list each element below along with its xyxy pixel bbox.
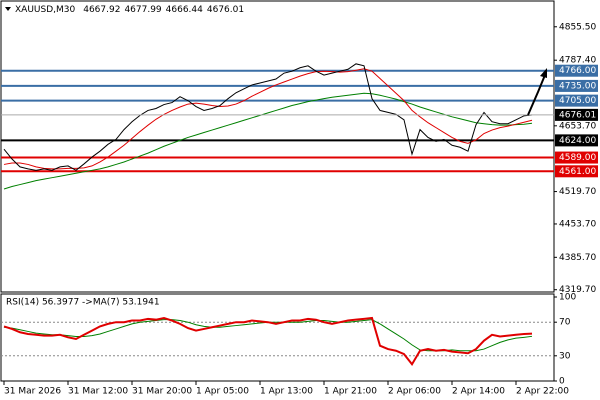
y-tick-label: 30 (559, 351, 571, 361)
y-tick-label: 4319.70 (559, 285, 596, 295)
x-tick-label: 1 Apr 21:00 (324, 387, 377, 397)
y-tick-label: 4519.70 (559, 187, 596, 197)
x-tick-label: 2 Apr 22:00 (516, 387, 569, 397)
x-tick-label: 2 Apr 06:00 (388, 387, 441, 397)
x-tick-label: 1 Apr 05:00 (196, 387, 249, 397)
y-tick-label: 70 (559, 318, 571, 328)
level-label: 4705.00 (559, 96, 596, 106)
plot: 4855.50 4787.40 4653.70 4519.70 4453.70 4385.… (1, 22, 598, 397)
level-label: 4561.00 (559, 167, 596, 177)
arrow-head (540, 68, 547, 78)
level-label-box (555, 134, 598, 147)
level-label-box (555, 94, 598, 107)
x-tick-label: 31 Mar 2026 (4, 387, 61, 397)
y-tick-label: 4787.40 (559, 56, 596, 66)
high: 4677.99 (124, 5, 161, 15)
x-tick-label: 31 Mar 12:00 (68, 387, 128, 397)
forecast-arrow (527, 74, 546, 116)
level-label-box (555, 79, 598, 92)
low: 4666.44 (166, 5, 203, 15)
level-label: 4766.00 (559, 66, 596, 76)
series-line (3, 63, 533, 171)
y-tick-label: 100 (559, 293, 576, 303)
x-tick-label: 1 Apr 13:00 (260, 387, 313, 397)
close: 4676.01 (207, 5, 244, 15)
y-tick-label: 4855.50 (559, 22, 596, 32)
series-line (3, 68, 533, 170)
symbol: XAUUSD,M30 (15, 5, 75, 15)
x-tick-label: 2 Apr 14:00 (452, 387, 505, 397)
open: 4667.92 (83, 5, 120, 15)
rsi-title: RSI(14) 56.3977 ->MA(7) 53.1941 (6, 298, 160, 308)
y-tick-label: 4653.70 (559, 121, 596, 131)
y-tick-label: 4385.70 (559, 253, 596, 263)
main-frame (0, 0, 555, 293)
last-price-label: 4676.01 (559, 110, 596, 120)
level-label-box (555, 64, 598, 77)
level-label-box (555, 165, 598, 178)
level-label: 4589.00 (559, 153, 596, 163)
series-line (3, 316, 533, 366)
level-label: 4624.00 (559, 136, 596, 146)
menu-arrow (5, 7, 11, 11)
header: XAUUSD,M30 4667.92 4677.99 4666.44 4676.01 (15, 5, 244, 15)
y-tick-label: 0 (559, 377, 565, 387)
rsi-frame (0, 293, 555, 382)
last-price-box (555, 108, 598, 121)
level-label: 4735.00 (559, 81, 596, 91)
level-label-box (555, 151, 598, 164)
y-tick-label: 4453.70 (559, 219, 596, 229)
x-tick-label: 31 Mar 20:00 (132, 387, 192, 397)
